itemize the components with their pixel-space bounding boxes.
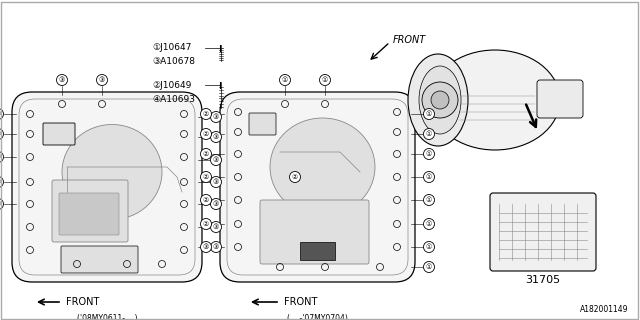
Circle shape [97, 75, 108, 85]
Bar [300, 242, 335, 260]
Circle shape [424, 108, 435, 119]
Text: ③: ③ [213, 114, 219, 120]
Text: ②: ② [203, 151, 209, 157]
Ellipse shape [430, 50, 560, 150]
Text: ③: ③ [0, 131, 1, 137]
Text: ③: ③ [0, 111, 1, 117]
Circle shape [424, 261, 435, 273]
Circle shape [56, 75, 67, 85]
Text: FRONT: FRONT [284, 297, 317, 307]
Text: ①: ① [426, 111, 432, 117]
Circle shape [200, 129, 211, 140]
FancyBboxPatch shape [61, 246, 138, 273]
Circle shape [211, 111, 221, 123]
Text: ①: ① [426, 244, 432, 250]
Circle shape [200, 108, 211, 119]
Text: ③: ③ [59, 77, 65, 83]
Text: ②: ② [203, 131, 209, 137]
Text: ②: ② [292, 174, 298, 180]
Circle shape [200, 219, 211, 229]
Text: FRONT: FRONT [393, 35, 426, 45]
Text: ('08MY0611-    ): ('08MY0611- ) [77, 314, 137, 320]
Text: A182001149: A182001149 [579, 305, 628, 314]
Text: ②: ② [203, 197, 209, 203]
Text: 31705: 31705 [525, 275, 561, 285]
Circle shape [211, 242, 221, 252]
Circle shape [289, 172, 301, 182]
Circle shape [200, 172, 211, 182]
Text: ①: ① [282, 77, 288, 83]
Circle shape [422, 82, 458, 118]
Text: ②: ② [203, 221, 209, 227]
Text: ③: ③ [213, 157, 219, 163]
FancyBboxPatch shape [12, 92, 202, 282]
FancyBboxPatch shape [52, 180, 128, 242]
Text: FRONT: FRONT [66, 297, 99, 307]
Circle shape [200, 148, 211, 159]
Ellipse shape [62, 124, 162, 220]
Text: ②J10649: ②J10649 [152, 81, 191, 90]
FancyBboxPatch shape [220, 92, 415, 282]
Text: ③: ③ [213, 244, 219, 250]
Circle shape [200, 195, 211, 205]
Ellipse shape [419, 66, 461, 134]
Ellipse shape [270, 118, 375, 216]
Text: ③: ③ [213, 224, 219, 230]
FancyBboxPatch shape [43, 123, 75, 145]
Circle shape [0, 108, 3, 119]
Text: ①: ① [322, 77, 328, 83]
Circle shape [424, 219, 435, 229]
FancyBboxPatch shape [59, 193, 119, 235]
Text: ②: ② [203, 174, 209, 180]
Circle shape [424, 172, 435, 182]
Circle shape [200, 242, 211, 252]
Text: ②: ② [203, 111, 209, 117]
Circle shape [319, 75, 330, 85]
Text: ①J10647: ①J10647 [152, 44, 191, 52]
Text: ④A10693: ④A10693 [152, 94, 195, 103]
Circle shape [431, 91, 449, 109]
Circle shape [424, 195, 435, 205]
Circle shape [211, 198, 221, 210]
Circle shape [0, 177, 3, 188]
FancyBboxPatch shape [537, 80, 583, 118]
FancyBboxPatch shape [490, 193, 596, 271]
Circle shape [0, 129, 3, 140]
Text: ①: ① [426, 151, 432, 157]
Text: ③: ③ [213, 134, 219, 140]
Ellipse shape [408, 54, 468, 146]
Circle shape [280, 75, 291, 85]
Circle shape [424, 148, 435, 159]
Text: ④: ④ [0, 201, 1, 207]
Text: ③A10678: ③A10678 [152, 58, 195, 67]
Text: ③: ③ [213, 201, 219, 207]
Circle shape [211, 177, 221, 188]
Circle shape [424, 242, 435, 252]
FancyBboxPatch shape [260, 200, 369, 264]
Circle shape [0, 151, 3, 163]
Text: ③: ③ [0, 154, 1, 160]
Text: ③: ③ [203, 244, 209, 250]
Text: ①: ① [426, 264, 432, 270]
Circle shape [211, 221, 221, 233]
Text: ③: ③ [213, 179, 219, 185]
Circle shape [424, 129, 435, 140]
Circle shape [211, 132, 221, 142]
Text: ①: ① [426, 197, 432, 203]
Text: ①: ① [426, 174, 432, 180]
Text: ①: ① [426, 221, 432, 227]
Circle shape [211, 155, 221, 165]
Text: ④: ④ [0, 179, 1, 185]
Text: ①: ① [426, 131, 432, 137]
Text: (    -'07MY0704): ( -'07MY0704) [287, 314, 348, 320]
Text: ③: ③ [99, 77, 105, 83]
FancyBboxPatch shape [249, 113, 276, 135]
Circle shape [0, 198, 3, 210]
